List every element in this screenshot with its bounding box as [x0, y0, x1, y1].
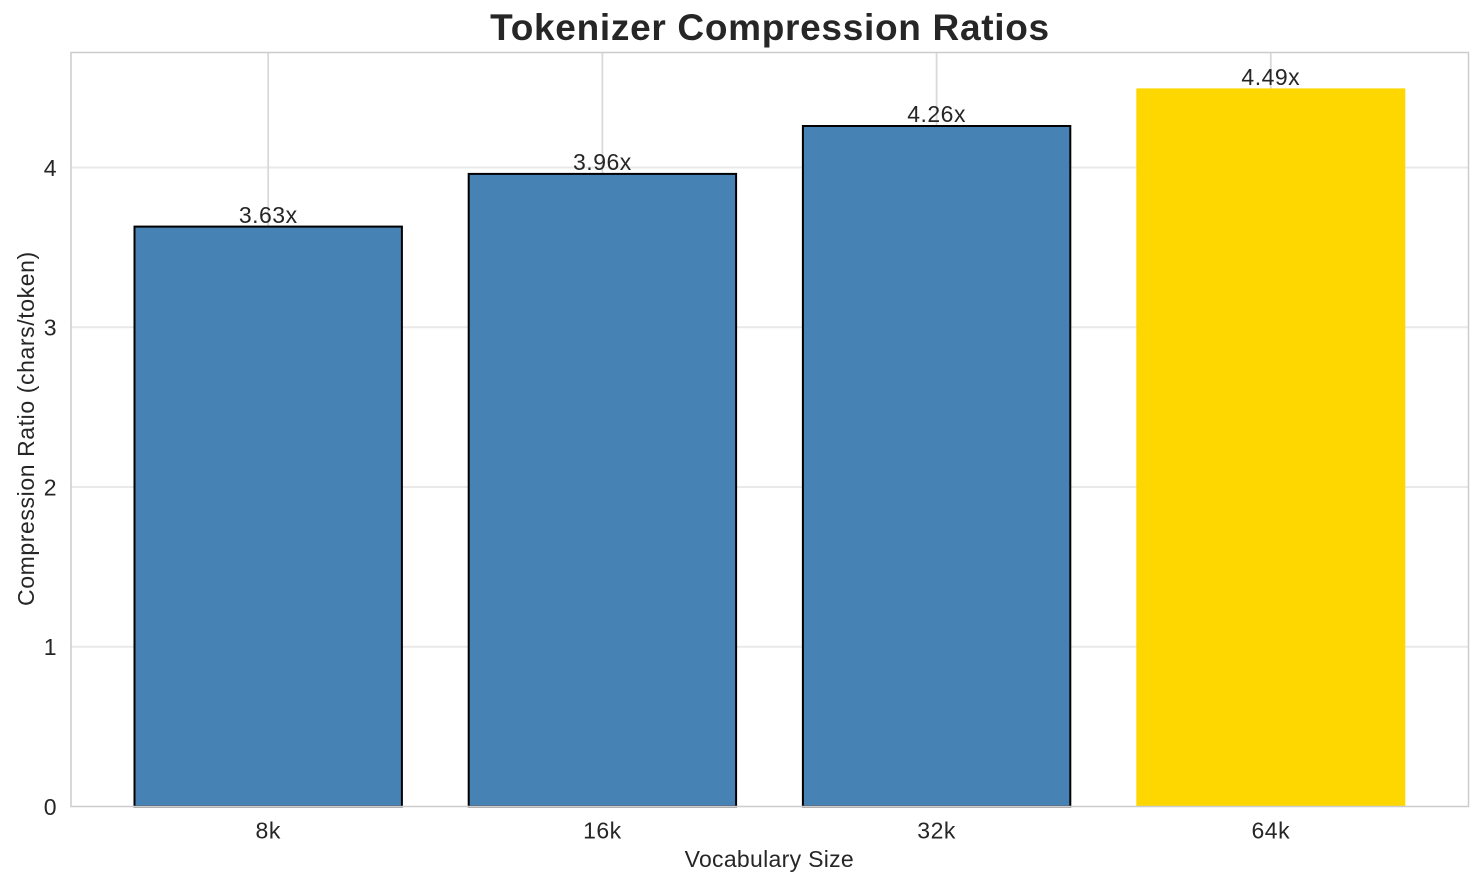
svg-text:3.63x: 3.63x: [239, 202, 298, 228]
svg-text:3: 3: [44, 315, 57, 341]
svg-text:2: 2: [44, 474, 57, 500]
svg-text:3.96x: 3.96x: [573, 149, 632, 175]
svg-text:0: 0: [44, 794, 57, 820]
svg-text:8k: 8k: [256, 818, 281, 844]
svg-text:Vocabulary Size: Vocabulary Size: [685, 846, 854, 872]
svg-text:32k: 32k: [917, 818, 956, 844]
svg-text:4.26x: 4.26x: [907, 101, 966, 127]
svg-text:4: 4: [44, 155, 57, 181]
svg-text:1: 1: [44, 634, 57, 660]
svg-text:64k: 64k: [1252, 818, 1291, 844]
svg-text:4.49x: 4.49x: [1241, 64, 1300, 90]
svg-text:16k: 16k: [583, 818, 622, 844]
svg-text:Tokenizer Compression Ratios: Tokenizer Compression Ratios: [490, 7, 1050, 48]
svg-text:Compression Ratio (chars/token: Compression Ratio (chars/token): [13, 251, 39, 606]
